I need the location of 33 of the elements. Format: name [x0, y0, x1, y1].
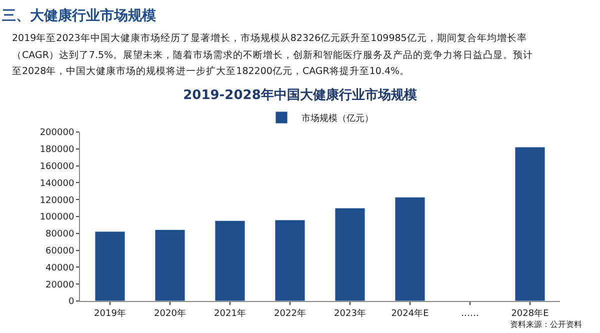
y-tick-label: 160000: [40, 162, 74, 172]
y-tick-label: 40000: [46, 263, 74, 274]
y-tick-label: 140000: [40, 178, 74, 189]
text: 至2028年，中国大健康市场的规模将进一步扩大至182200亿元，CAGR将提升至10.4%。: [12, 65, 410, 77]
text: 三、大健康行业市场规模: [2, 7, 157, 24]
y-tick-label: 180000: [40, 145, 74, 156]
text: 资料来源：公开资料: [510, 320, 582, 329]
y-tick-label: 200000: [40, 128, 74, 138]
chart-title: 2019-2028年中国大健康行业市场规模: [183, 87, 417, 104]
text: 2019年至2023年中国大健康市场经历了显著增长，市场规模从82326亿元跃升至109985亿元，期间复合年均增长率: [12, 32, 527, 44]
y-tick-label: 20000: [46, 280, 74, 290]
y-tick-label: 80000: [46, 230, 74, 240]
x-tick-label: 2023年: [334, 308, 366, 319]
x-tick-label: 2022年: [274, 308, 306, 319]
y-tick-label: 60000: [46, 246, 74, 256]
y-tick-label: 100000: [40, 212, 74, 223]
bar: [94, 231, 126, 301]
bar: [214, 220, 246, 301]
bar: [334, 208, 366, 301]
y-tick-label: 0: [68, 297, 74, 308]
x-tick-label: 2021年: [214, 308, 246, 319]
x-tick-label: 2020年: [154, 308, 186, 319]
x-tick-label: ……: [461, 308, 479, 319]
text: （CAGR）达到了7.5%。展望未来，随着市场需求的不断增长，创新和智能医疗服务及产品的竞争力将日益凸显。预计: [12, 49, 534, 61]
y-tick-label: 120000: [40, 196, 74, 206]
bar: [394, 196, 426, 301]
bar: [514, 146, 546, 301]
bar: [274, 220, 306, 301]
x-tick-label: 2028年E: [511, 308, 550, 319]
x-tick-label: 2019年: [94, 308, 126, 319]
legend-label: 市场规模（亿元）: [302, 113, 374, 124]
bar: [154, 229, 186, 301]
x-tick-label: 2024年E: [391, 308, 430, 319]
